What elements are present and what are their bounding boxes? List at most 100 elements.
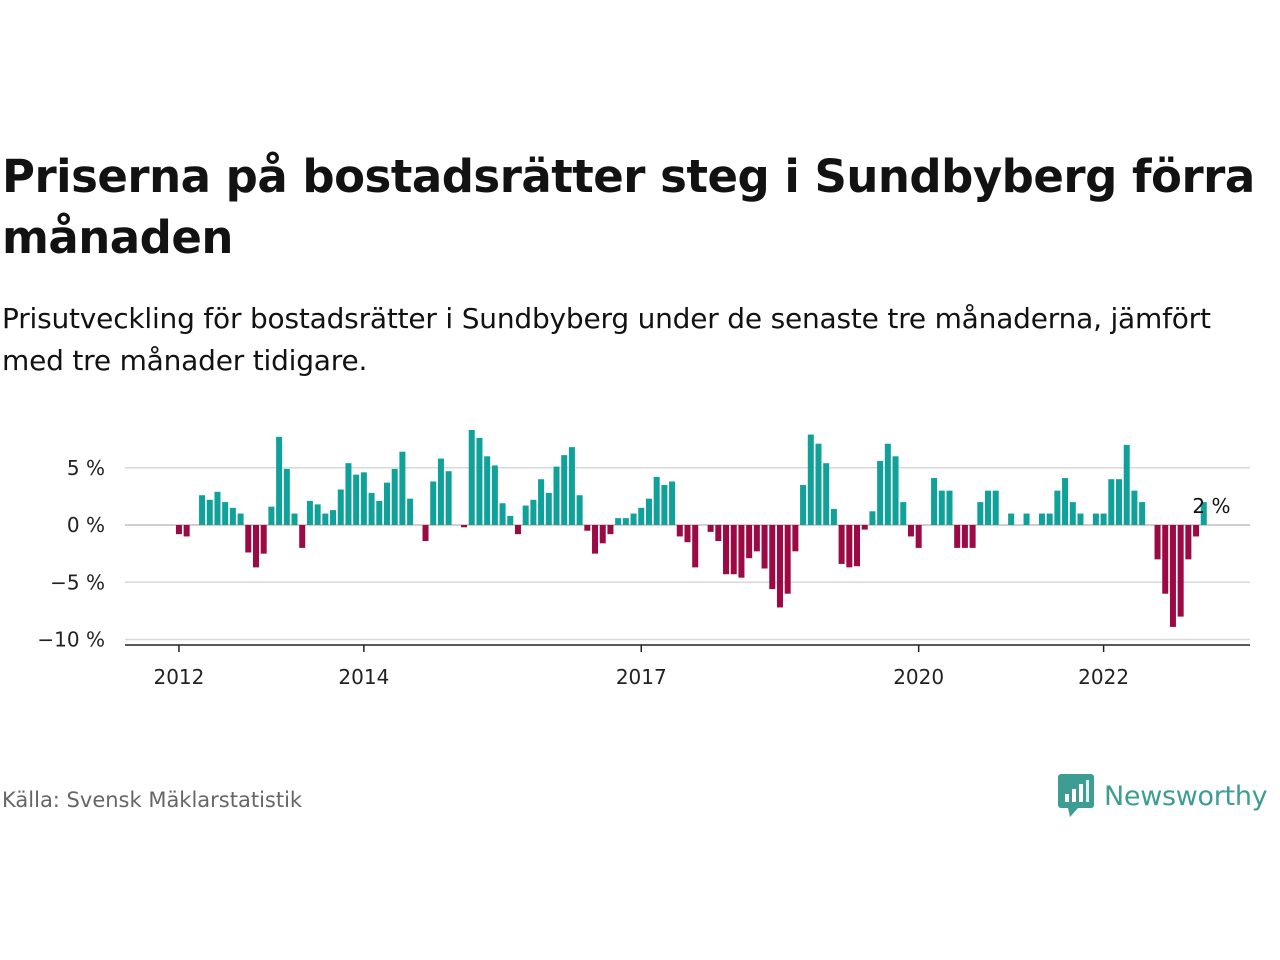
bar — [1069, 502, 1076, 525]
bar — [800, 484, 807, 525]
bar — [1169, 525, 1176, 627]
bar — [915, 525, 922, 548]
bar — [661, 484, 668, 525]
bar — [376, 500, 383, 525]
bar — [1193, 525, 1200, 537]
bar — [499, 503, 506, 525]
bar — [199, 495, 206, 525]
bar — [877, 460, 884, 525]
bar — [738, 525, 745, 578]
bar — [299, 525, 306, 548]
bar — [1023, 513, 1030, 525]
bar — [360, 472, 367, 525]
bar — [584, 525, 591, 531]
bar — [1139, 502, 1146, 525]
bar — [1008, 513, 1015, 525]
bar — [422, 525, 429, 542]
bar — [954, 525, 961, 548]
bar — [322, 513, 329, 525]
bar — [530, 499, 537, 525]
bar — [461, 525, 468, 528]
bar — [854, 525, 861, 567]
bar — [946, 490, 953, 525]
bar — [1154, 525, 1161, 560]
bar — [568, 447, 575, 525]
source-note: Källa: Svensk Mäklarstatistik — [2, 788, 303, 812]
chart-title: Priserna på bostadsrätter steg i Sundbyb… — [2, 150, 1255, 264]
bar — [645, 498, 652, 525]
y-tick-label: 0 % — [67, 513, 105, 537]
x-tick-label: 2020 — [893, 665, 944, 689]
bar — [353, 474, 360, 525]
bar — [430, 481, 437, 525]
bar — [907, 525, 914, 537]
y-tick-label: 5 % — [67, 456, 105, 480]
bar — [769, 525, 776, 590]
bar — [314, 504, 321, 525]
bar — [961, 525, 968, 548]
bar — [1046, 513, 1053, 525]
bar — [622, 518, 629, 525]
bar — [1077, 513, 1084, 525]
bar — [977, 502, 984, 525]
bar — [684, 525, 691, 543]
bar — [391, 468, 398, 525]
x-tick-label: 2012 — [153, 665, 204, 689]
bar — [306, 500, 313, 525]
bar — [969, 525, 976, 548]
bar — [846, 525, 853, 568]
bar — [669, 481, 676, 525]
bar — [522, 505, 529, 525]
bar — [545, 492, 552, 525]
bar — [222, 502, 229, 525]
x-tick-label: 2022 — [1078, 665, 1129, 689]
bar — [815, 443, 822, 525]
bar — [1116, 479, 1123, 525]
bar — [607, 525, 614, 535]
bar — [229, 507, 236, 525]
bar — [730, 525, 737, 575]
bar — [615, 518, 622, 525]
bar — [206, 499, 213, 525]
bar-chart: 5 % 0 % −5 % −10 % 2012 2014 2017 2020 2022 2 % — [37, 429, 1250, 689]
bar — [437, 458, 444, 525]
bar — [884, 443, 891, 525]
bar — [1092, 513, 1099, 525]
bar — [345, 463, 352, 525]
bar — [653, 476, 660, 525]
bar — [900, 502, 907, 525]
bar — [784, 525, 791, 594]
bar — [892, 456, 899, 525]
bar — [1054, 490, 1061, 525]
bar — [330, 510, 337, 525]
bar — [761, 525, 768, 569]
bar — [1200, 502, 1207, 525]
bar — [445, 471, 452, 525]
bar — [692, 525, 699, 568]
bar — [931, 478, 938, 525]
bar — [1062, 478, 1069, 525]
bar — [1177, 525, 1184, 617]
bar — [1162, 525, 1169, 594]
bar — [538, 479, 545, 525]
x-tick-label: 2017 — [616, 665, 667, 689]
bar — [491, 465, 498, 525]
bar — [599, 525, 606, 544]
bar — [992, 490, 999, 525]
bar — [638, 507, 645, 525]
chart-subtitle: Prisutveckling för bostadsrätter i Sundb… — [2, 302, 1211, 377]
bar — [576, 495, 583, 525]
bar — [746, 525, 753, 559]
bar — [407, 498, 414, 525]
bar — [291, 513, 298, 525]
bar — [707, 525, 714, 532]
bar — [1123, 444, 1130, 525]
bar — [245, 525, 252, 553]
bar — [723, 525, 730, 575]
bar — [507, 515, 514, 525]
bar — [869, 511, 876, 525]
bar — [468, 429, 475, 525]
bar — [183, 525, 190, 537]
brand-logo[interactable]: Newsworthy — [1058, 774, 1268, 818]
y-tick-label: −5 % — [50, 570, 105, 594]
